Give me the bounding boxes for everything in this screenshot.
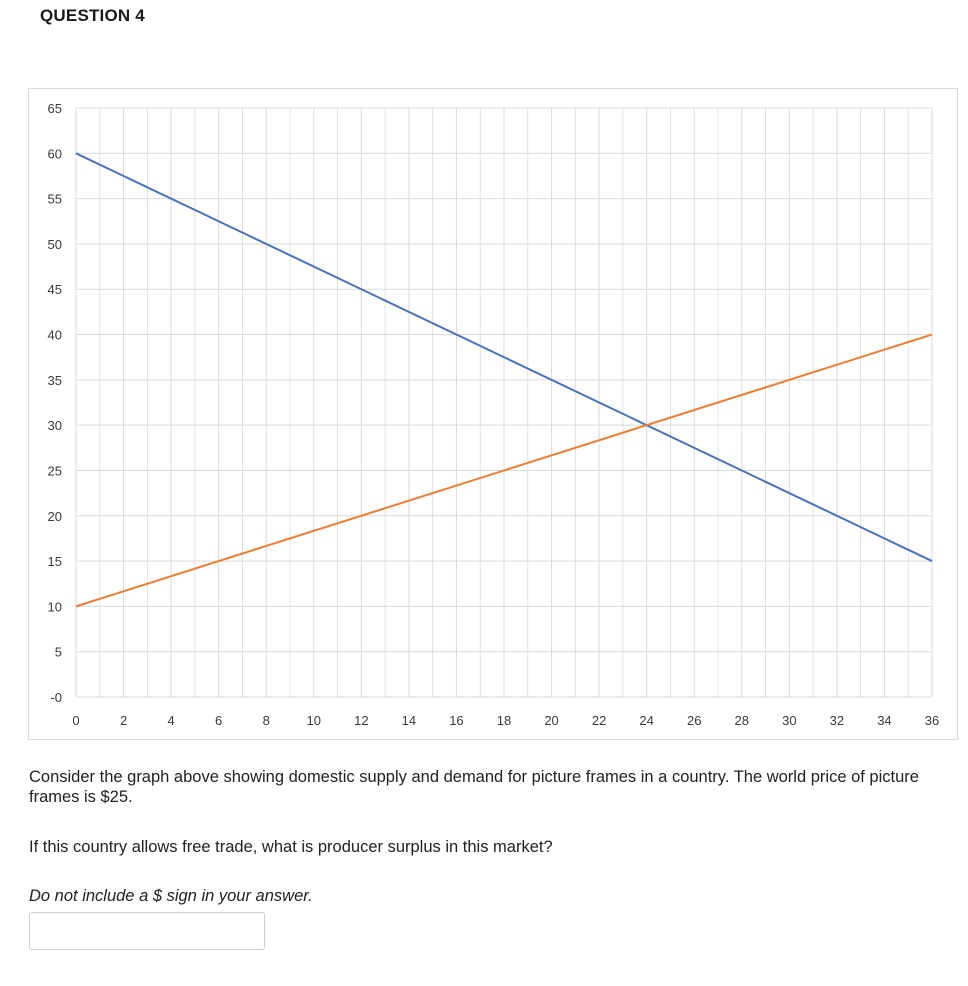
x-tick-label: 22 <box>592 713 606 728</box>
supply-line <box>75 333 933 608</box>
x-tick-label: 34 <box>877 713 891 728</box>
grid-lines <box>75 107 933 698</box>
demand-line <box>75 152 933 562</box>
y-tick-label: 30 <box>48 418 62 433</box>
x-tick-label: 8 <box>263 713 270 728</box>
x-tick-label: 18 <box>497 713 511 728</box>
answer-instruction: Do not include a $ sign in your answer. <box>29 887 313 905</box>
x-tick-label: 0 <box>72 713 79 728</box>
x-tick-label: 10 <box>307 713 321 728</box>
series-lines <box>75 152 933 608</box>
y-tick-label: 40 <box>48 328 62 343</box>
x-tick-label: 28 <box>735 713 749 728</box>
y-tick-label: 35 <box>48 373 62 388</box>
chart-frame: -0 5 10 15 20 25 30 35 40 45 50 55 60 65 0 2 4 6 8 10 12 14 16… <box>28 88 958 740</box>
x-tick-label: 36 <box>925 713 939 728</box>
y-tick-label: 50 <box>48 237 62 252</box>
question-prompt: Consider the graph above showing domesti… <box>29 768 919 806</box>
question-ask: If this country allows free trade, what … <box>29 838 553 856</box>
question-title: QUESTION 4 <box>40 6 145 25</box>
y-tick-label: -0 <box>50 690 62 705</box>
x-tick-label: 20 <box>544 713 558 728</box>
x-tick-label: 12 <box>354 713 368 728</box>
x-tick-label: 2 <box>120 713 127 728</box>
x-tick-label: 24 <box>639 713 653 728</box>
x-tick-label: 32 <box>830 713 844 728</box>
y-tick-label: 15 <box>48 554 62 569</box>
x-tick-label: 30 <box>782 713 796 728</box>
y-tick-label: 5 <box>55 645 62 660</box>
y-tick-label: 20 <box>48 509 62 524</box>
y-tick-label: 65 <box>48 101 62 116</box>
y-tick-label: 45 <box>48 282 62 297</box>
x-tick-label: 16 <box>449 713 463 728</box>
y-tick-label: 10 <box>48 599 62 614</box>
x-tick-label: 26 <box>687 713 701 728</box>
x-tick-label: 14 <box>402 713 416 728</box>
answer-input[interactable] <box>29 912 265 950</box>
x-tick-label: 4 <box>167 713 174 728</box>
y-tick-label: 55 <box>48 192 62 207</box>
y-tick-label: 60 <box>48 146 62 161</box>
y-tick-label: 25 <box>48 463 62 478</box>
x-tick-label: 6 <box>215 713 222 728</box>
